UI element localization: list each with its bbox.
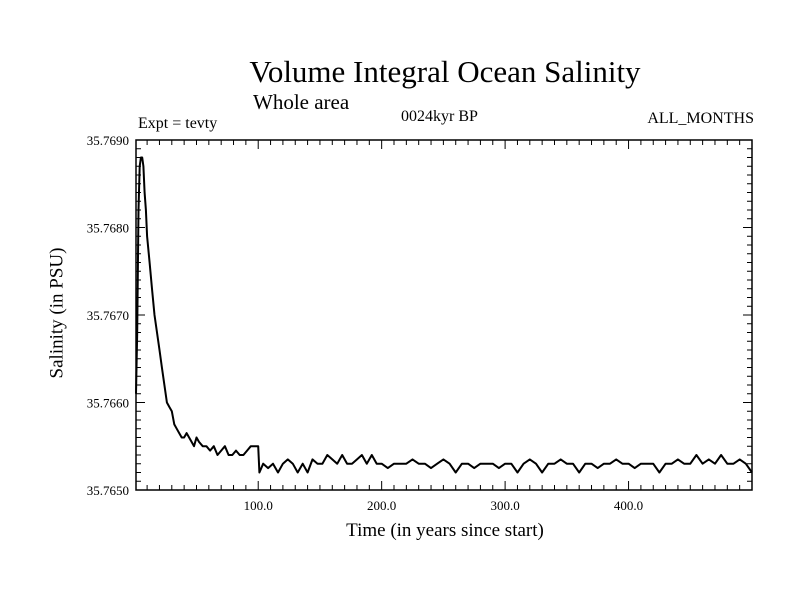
- experiment-label: Expt = tevty: [138, 115, 218, 132]
- x-axis-title: Time (in years since start): [346, 520, 544, 541]
- y-tick-label: 35.7690: [87, 133, 129, 148]
- axis-ticks: [136, 139, 752, 491]
- months-label: ALL_MONTHS: [647, 110, 754, 127]
- y-tick-label: 35.7660: [87, 396, 129, 411]
- chart-title: Volume Integral Ocean Salinity: [249, 54, 641, 89]
- y-tick-label: 35.7670: [87, 308, 129, 323]
- x-tick-label: 300.0: [490, 498, 519, 513]
- plot-frame: [135, 139, 753, 491]
- x-tick-labels: 100.0 200.0 300.0 400.0: [244, 498, 644, 513]
- salinity-series-line: [135, 156, 753, 474]
- x-tick-label: 400.0: [614, 498, 643, 513]
- y-tick-label: 35.7680: [87, 221, 129, 236]
- y-tick-label: 35.7650: [87, 483, 129, 498]
- period-label: 0024kyr BP: [401, 108, 478, 125]
- x-tick-label: 200.0: [367, 498, 396, 513]
- y-tick-labels: 35.7650 35.7660 35.7670 35.7680 35.7690: [87, 133, 129, 498]
- chart-subtitle: Whole area: [253, 90, 350, 114]
- x-tick-label: 100.0: [244, 498, 273, 513]
